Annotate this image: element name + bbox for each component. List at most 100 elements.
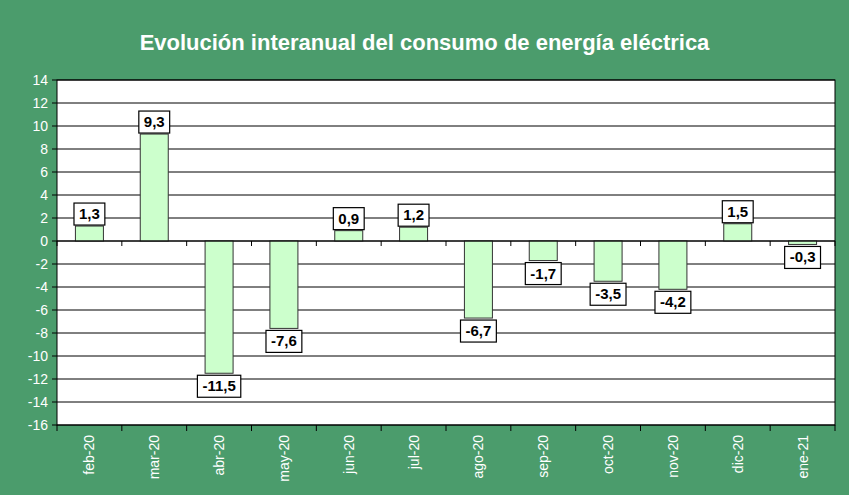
category-divider — [316, 425, 317, 431]
y-tick — [52, 264, 57, 265]
category-divider — [575, 425, 576, 431]
data-label: 1,5 — [727, 203, 748, 220]
grid-line — [57, 264, 835, 265]
data-label-box — [74, 203, 105, 225]
category-divider — [251, 425, 252, 431]
data-label-group: -4,2 — [655, 291, 691, 313]
grid-line — [57, 172, 835, 173]
category-divider — [381, 425, 382, 431]
y-tick — [52, 425, 57, 426]
data-label: 1,3 — [79, 205, 100, 222]
chart: Evolución interanual del consumo de ener… — [0, 0, 849, 495]
data-label-group: 1,5 — [722, 201, 753, 223]
bar — [464, 241, 492, 318]
y-tick-label: -10 — [28, 348, 48, 364]
data-label-group: -6,7 — [460, 320, 496, 342]
bar — [140, 134, 168, 241]
grid-line — [57, 333, 835, 334]
category-divider — [57, 425, 58, 431]
grid-line — [57, 149, 835, 150]
y-tick — [52, 103, 57, 104]
x-tick-label: abr-20 — [211, 435, 227, 476]
grid-line — [57, 402, 835, 403]
category-divider — [705, 241, 706, 246]
category-divider — [316, 241, 317, 246]
y-tick-label: 6 — [40, 164, 48, 180]
x-tick-label: may-20 — [276, 435, 292, 482]
x-tick-label: jun-20 — [341, 435, 357, 475]
data-label-box — [722, 201, 753, 223]
data-label: 9,3 — [144, 113, 165, 130]
background — [0, 0, 849, 495]
grid-line — [57, 287, 835, 288]
y-tick — [52, 241, 57, 242]
category-divider — [57, 241, 58, 246]
category-divider — [446, 425, 447, 431]
category-divider — [186, 241, 187, 246]
grid-line — [57, 379, 835, 380]
grid-line — [57, 195, 835, 196]
category-divider — [381, 241, 382, 246]
data-label-box — [525, 263, 561, 285]
y-tick-label: 2 — [40, 210, 48, 226]
y-tick — [52, 333, 57, 334]
x-tick-label: feb-20 — [81, 435, 97, 475]
x-tick-label: ago-20 — [470, 435, 486, 479]
grid-line — [57, 126, 835, 127]
category-divider — [446, 241, 447, 246]
y-tick — [52, 80, 57, 81]
y-tick-label: 4 — [40, 187, 48, 203]
plot-frame — [57, 80, 835, 425]
data-label: -6,7 — [465, 322, 491, 339]
data-label-group: -7,6 — [266, 330, 302, 352]
y-tick-label: 12 — [32, 95, 48, 111]
category-divider — [770, 241, 771, 246]
y-tick-label: -8 — [36, 325, 49, 341]
data-label-box — [785, 246, 821, 268]
data-label-box — [460, 320, 496, 342]
y-tick — [52, 218, 57, 219]
data-label-group: 1,3 — [74, 203, 105, 225]
bar — [724, 224, 752, 241]
bar — [594, 241, 622, 281]
y-tick — [52, 287, 57, 288]
y-tick — [52, 310, 57, 311]
bar — [205, 241, 233, 373]
data-label-group: -11,5 — [197, 375, 240, 397]
y-tick — [52, 149, 57, 150]
data-label: 1,2 — [403, 206, 424, 223]
data-label-box — [333, 208, 364, 230]
y-tick-label: 8 — [40, 141, 48, 157]
y-tick-label: 0 — [40, 233, 48, 249]
y-tick-label: -16 — [28, 417, 48, 433]
data-label: -0,3 — [790, 248, 816, 265]
data-label-box — [139, 111, 170, 133]
category-divider — [575, 241, 576, 246]
data-label: 0,9 — [338, 210, 359, 227]
data-label-box — [398, 204, 429, 226]
x-tick-label: jul-20 — [406, 435, 422, 470]
data-label-group: -0,3 — [785, 246, 821, 268]
category-divider — [121, 241, 122, 246]
bar — [659, 241, 687, 289]
y-tick — [52, 172, 57, 173]
y-tick — [52, 356, 57, 357]
data-label-group: -1,7 — [525, 263, 561, 285]
data-label-box — [266, 330, 302, 352]
data-label: -11,5 — [202, 377, 235, 394]
title: Evolución interanual del consumo de ener… — [140, 30, 710, 55]
y-tick — [52, 402, 57, 403]
x-tick-label: dic-20 — [730, 435, 746, 473]
y-tick-label: -6 — [36, 302, 49, 318]
category-divider — [121, 425, 122, 431]
x-tick-label: mar-20 — [146, 435, 162, 480]
category-divider — [705, 425, 706, 431]
data-label-group: 1,2 — [398, 204, 429, 226]
data-label: -1,7 — [530, 265, 556, 282]
data-label-box — [655, 291, 691, 313]
y-tick — [52, 195, 57, 196]
data-label-box — [197, 375, 240, 397]
bars — [75, 134, 816, 373]
category-divider — [251, 241, 252, 246]
data-label: -3,5 — [595, 285, 621, 302]
